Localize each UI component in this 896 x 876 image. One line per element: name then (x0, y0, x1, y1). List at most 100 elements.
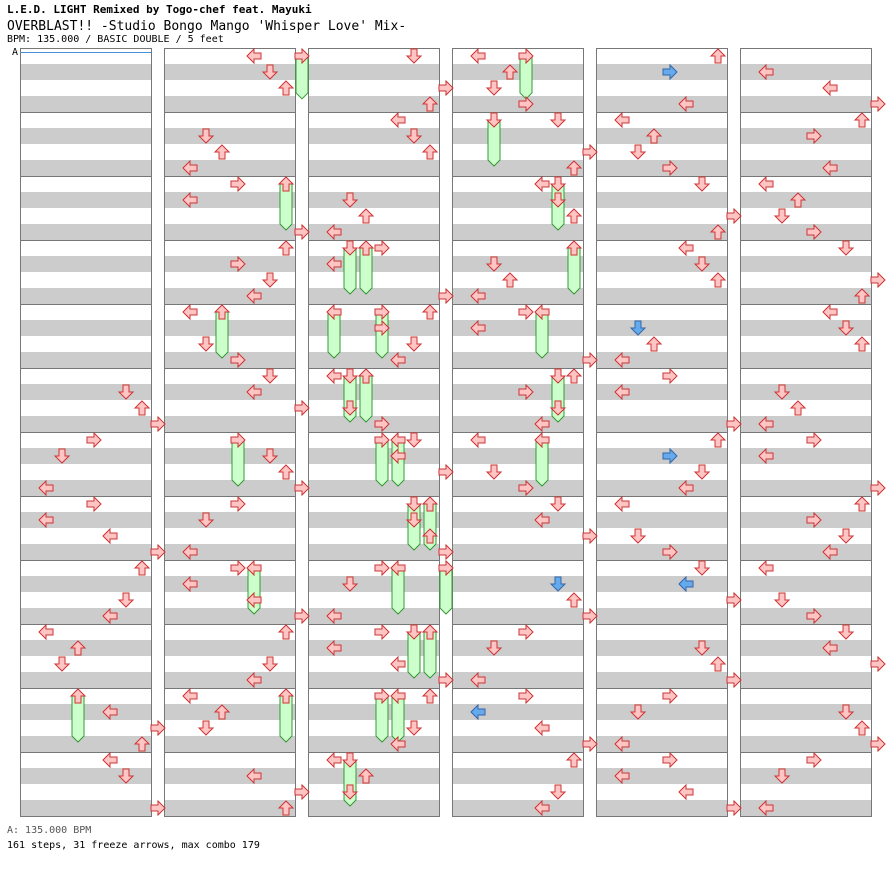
beat-stripe (20, 384, 152, 400)
arrow-up (645, 336, 663, 352)
arrow-down (341, 576, 359, 592)
arrow-left (678, 479, 694, 497)
arrow-left (390, 655, 406, 673)
beat-stripe (308, 288, 440, 304)
beat-stripe (596, 704, 728, 720)
beat-stripe (452, 128, 584, 144)
arrow-left (678, 95, 694, 113)
beat-stripe (452, 608, 584, 624)
arrow-left (534, 511, 550, 529)
beat-stripe (20, 768, 152, 784)
arrow-right (662, 367, 678, 385)
arrow-down (485, 256, 503, 272)
beat-stripe (20, 480, 152, 496)
arrow-left (470, 287, 486, 305)
beat-stripe (308, 800, 440, 816)
beat-stripe (20, 320, 152, 336)
arrow-left (758, 175, 774, 193)
arrow-down (341, 368, 359, 384)
beat-stripe (164, 64, 296, 80)
arrow-left (390, 111, 406, 129)
arrow-left (614, 351, 630, 369)
arrow-right (230, 351, 246, 369)
arrow-up (357, 240, 375, 256)
beat-stripe (308, 608, 440, 624)
arrow-left (326, 255, 342, 273)
beat-stripe (740, 672, 872, 688)
beat-stripe (308, 64, 440, 80)
arrow-down (197, 720, 215, 736)
arrow-left (390, 687, 406, 705)
beat-stripe (740, 256, 872, 272)
beat-stripe (20, 416, 152, 432)
arrow-up (421, 96, 439, 112)
arrow-down (693, 464, 711, 480)
beat-stripe (452, 192, 584, 208)
arrow-right (662, 159, 678, 177)
arrow-down (549, 496, 567, 512)
arrow-right (294, 479, 310, 497)
beat-stripe (308, 448, 440, 464)
arrow-right (294, 607, 310, 625)
arrow-up (501, 272, 519, 288)
arrow-up (277, 624, 295, 640)
arrow-up (789, 400, 807, 416)
beat-stripe (740, 736, 872, 752)
beat-stripe (740, 448, 872, 464)
beat-stripe (20, 352, 152, 368)
arrow-down (549, 112, 567, 128)
beat-stripe (164, 288, 296, 304)
beat-stripe (596, 768, 728, 784)
beat-stripe (740, 768, 872, 784)
arrow-left (326, 639, 342, 657)
arrow-up (277, 240, 295, 256)
arrow-down (341, 400, 359, 416)
arrow-right (230, 559, 246, 577)
arrow-left (38, 623, 54, 641)
arrow-down (405, 432, 423, 448)
arrow-right (518, 303, 534, 321)
beat-stripe (596, 96, 728, 112)
arrow-right (294, 223, 310, 241)
beat-stripe (740, 320, 872, 336)
arrow-left (246, 559, 262, 577)
beat-stripe (452, 224, 584, 240)
beat-stripe (452, 800, 584, 816)
arrow-down (197, 336, 215, 352)
beat-stripe (452, 64, 584, 80)
beat-stripe (308, 416, 440, 432)
arrow-down (773, 208, 791, 224)
beat-stripe (164, 256, 296, 272)
arrow-up (133, 560, 151, 576)
arrow-down (117, 768, 135, 784)
arrow-up (709, 432, 727, 448)
arrow-down (837, 320, 855, 336)
arrow-right (806, 127, 822, 145)
song-title-line: OVERBLAST!! -Studio Bongo Mango 'Whisper… (7, 19, 407, 34)
arrow-up (277, 800, 295, 816)
beat-stripe (164, 384, 296, 400)
arrow-down (549, 192, 567, 208)
arrow-down (549, 400, 567, 416)
arrow-up (213, 704, 231, 720)
arrow-down (405, 48, 423, 64)
arrow-down (405, 624, 423, 640)
arrow-right (374, 415, 390, 433)
beat-stripe (596, 448, 728, 464)
beat-stripe (452, 480, 584, 496)
arrow-down (629, 704, 647, 720)
beat-stripe (596, 640, 728, 656)
beat-stripe (452, 736, 584, 752)
arrow-left (182, 575, 198, 593)
beat-stripe (452, 640, 584, 656)
arrow-left (470, 47, 486, 65)
arrow-right (230, 255, 246, 273)
beat-stripe (740, 160, 872, 176)
beat-stripe (452, 672, 584, 688)
beat-stripe (596, 256, 728, 272)
arrow-right (662, 751, 678, 769)
arrow-up (421, 496, 439, 512)
arrow-left (182, 543, 198, 561)
arrow-left (534, 799, 550, 817)
arrow-right (438, 287, 454, 305)
